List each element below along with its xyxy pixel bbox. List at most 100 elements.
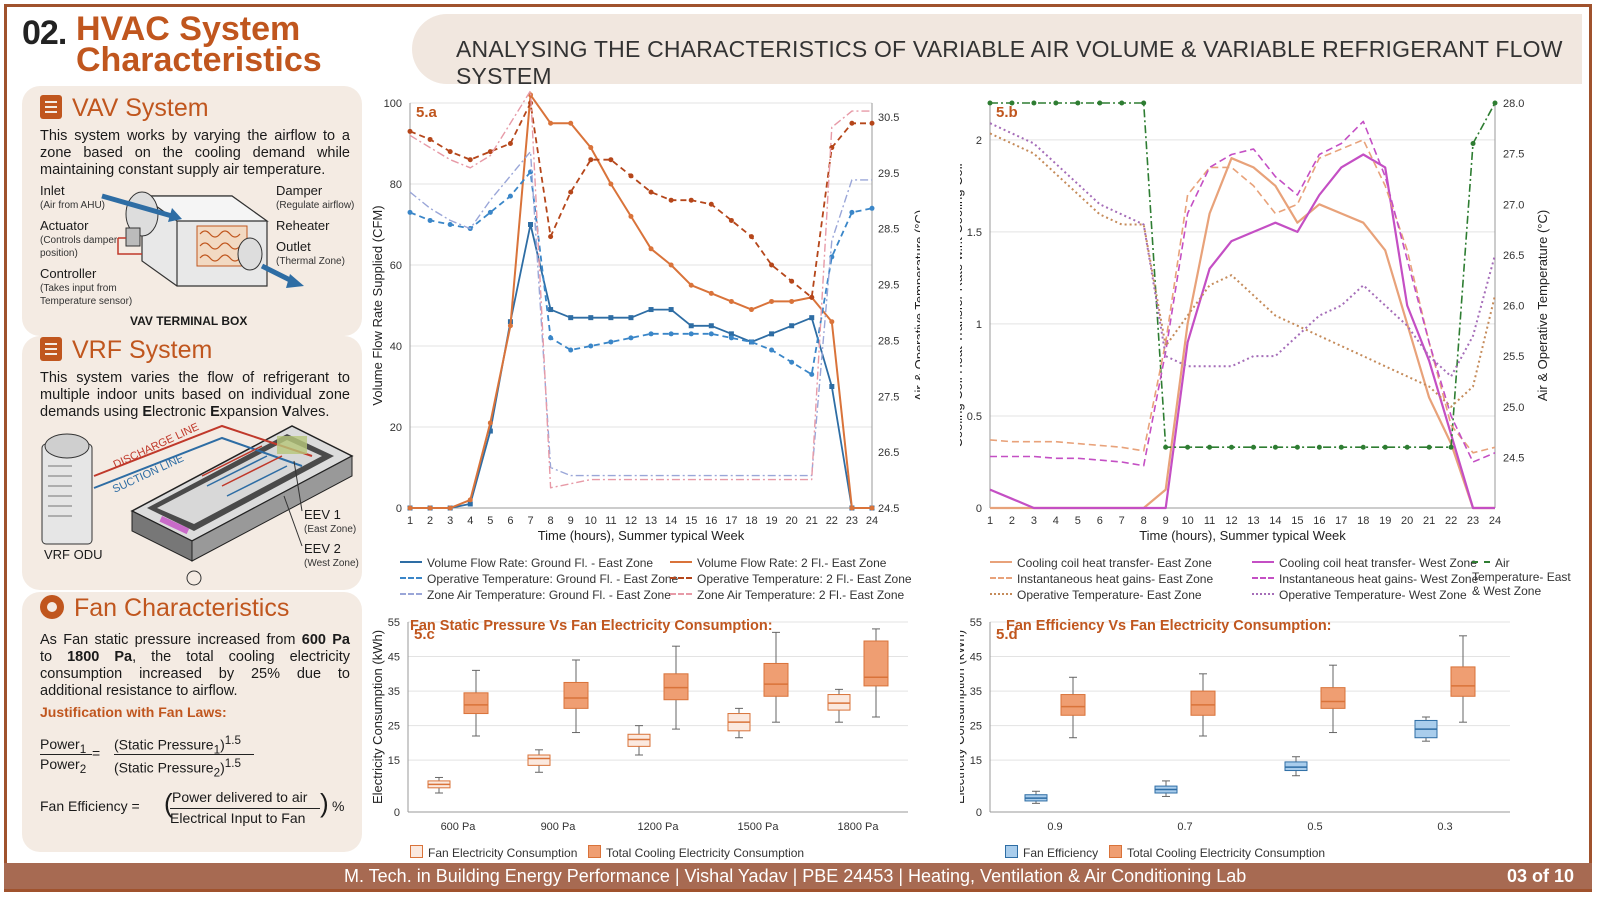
data-point bbox=[789, 323, 795, 329]
data-point bbox=[869, 505, 875, 511]
x-tick-label: 21 bbox=[1423, 515, 1435, 527]
x-tick-label: 9 bbox=[1163, 515, 1169, 527]
data-point bbox=[849, 120, 855, 126]
x-tick-label: 0.5 bbox=[1307, 821, 1322, 833]
data-point bbox=[688, 282, 694, 288]
data-point bbox=[987, 100, 993, 106]
series-line bbox=[410, 93, 872, 509]
data-point bbox=[1448, 444, 1454, 450]
chart-label: 5.c bbox=[414, 626, 435, 643]
y-tick-label: 20 bbox=[390, 422, 402, 434]
data-point bbox=[688, 331, 694, 337]
x-tick-label: 8 bbox=[548, 515, 554, 527]
data-point bbox=[789, 359, 795, 365]
data-point bbox=[1185, 444, 1191, 450]
legend-item: Cooling coil heat transfer- East Zone bbox=[990, 556, 1212, 570]
data-point bbox=[748, 234, 754, 240]
x-tick-label: 21 bbox=[806, 515, 818, 527]
y-tick-label: 1.5 bbox=[967, 227, 982, 239]
fan-law-equals: = bbox=[92, 745, 101, 761]
x-tick-label: 1500 Pa bbox=[738, 821, 780, 833]
x-tick-label: 23 bbox=[846, 515, 858, 527]
page-title-line1: HVAC System bbox=[76, 10, 301, 48]
x-tick-label: 16 bbox=[705, 515, 717, 527]
data-point bbox=[668, 307, 674, 313]
data-point bbox=[427, 136, 433, 142]
data-point bbox=[769, 347, 775, 353]
data-point bbox=[1360, 444, 1366, 450]
x-tick-label: 8 bbox=[1141, 515, 1147, 527]
data-point bbox=[789, 278, 795, 284]
series-line bbox=[409, 171, 873, 376]
data-point bbox=[568, 120, 574, 126]
y-tick-label: 100 bbox=[384, 98, 402, 110]
x-tick-label: 24 bbox=[1489, 515, 1501, 527]
data-point bbox=[487, 149, 493, 155]
series-line bbox=[990, 102, 1496, 448]
data-point bbox=[1316, 444, 1322, 450]
legend-item: Fan Efficiency bbox=[1005, 845, 1098, 860]
y-tick-label: 40 bbox=[390, 341, 402, 353]
x-tick-label: 10 bbox=[585, 515, 597, 527]
x-tick-label: 14 bbox=[665, 515, 677, 527]
data-point bbox=[568, 315, 574, 321]
footer: M. Tech. in Building Energy Performance … bbox=[4, 863, 1592, 889]
data-point bbox=[728, 331, 734, 337]
data-point bbox=[1404, 444, 1410, 450]
data-point bbox=[728, 335, 734, 341]
section-number: 02. bbox=[22, 14, 67, 52]
page-number: 03 of 10 bbox=[1506, 866, 1574, 886]
series-line bbox=[989, 153, 1495, 510]
data-point bbox=[1009, 100, 1015, 106]
data-point bbox=[1053, 100, 1059, 106]
x-tick-label: 18 bbox=[745, 515, 757, 527]
data-point bbox=[528, 222, 534, 227]
y-tick-label: 0 bbox=[396, 503, 402, 515]
data-point bbox=[849, 209, 855, 215]
chart-label: 5.b bbox=[996, 104, 1018, 121]
data-point bbox=[588, 157, 594, 163]
data-point bbox=[548, 234, 554, 240]
fan-title-text: Fan Characteristics bbox=[74, 594, 290, 622]
data-point bbox=[849, 505, 855, 511]
data-point bbox=[487, 428, 493, 434]
series-line bbox=[409, 150, 872, 477]
fan-law-power2: Power2 bbox=[40, 756, 87, 776]
label-controller: Controller (Takes input from Temperature … bbox=[40, 266, 133, 307]
y2-tick-label: 27.5 bbox=[1503, 149, 1524, 161]
y2-tick-label: 28.0 bbox=[1503, 98, 1524, 110]
y2-tick-label: 30.5 bbox=[878, 112, 899, 124]
data-point bbox=[447, 222, 453, 227]
data-point bbox=[447, 149, 453, 155]
legend-item: Instantaneous heat gains- West Zone bbox=[1252, 572, 1478, 586]
fan-efficiency-label: Fan Efficiency = bbox=[40, 798, 140, 814]
series-line bbox=[409, 90, 872, 489]
x-tick-label: 11 bbox=[605, 515, 616, 527]
box bbox=[1284, 761, 1308, 772]
fan-efficiency-numerator: Power delivered to air bbox=[172, 789, 308, 805]
x-tick-label: 20 bbox=[786, 515, 798, 527]
x-tick-label: 6 bbox=[507, 515, 513, 527]
y-axis-label: Volume Flow Rate Supplied (CFM) bbox=[370, 205, 385, 405]
data-point bbox=[427, 217, 433, 223]
data-point bbox=[809, 371, 815, 377]
data-point bbox=[467, 157, 473, 163]
data-point bbox=[668, 197, 674, 203]
data-point bbox=[608, 315, 614, 321]
box bbox=[663, 673, 689, 701]
label-vrf-odu: VRF ODU bbox=[44, 547, 103, 562]
y-tick-label: 2 bbox=[976, 135, 982, 147]
x-tick-label: 2 bbox=[1009, 515, 1015, 527]
vrf-diagram bbox=[41, 424, 354, 586]
label-damper: Damper (Regulate airflow) bbox=[276, 183, 355, 211]
data-point bbox=[648, 246, 654, 252]
data-point bbox=[407, 128, 413, 134]
data-point bbox=[628, 213, 634, 219]
data-point bbox=[628, 315, 634, 321]
data-point bbox=[608, 181, 614, 187]
data-point bbox=[1141, 100, 1147, 106]
data-point bbox=[1250, 444, 1256, 450]
y2-tick-label: 24.5 bbox=[1503, 452, 1524, 464]
vav-panel: VAV System This system works by varying … bbox=[22, 86, 362, 336]
data-point bbox=[548, 335, 554, 341]
